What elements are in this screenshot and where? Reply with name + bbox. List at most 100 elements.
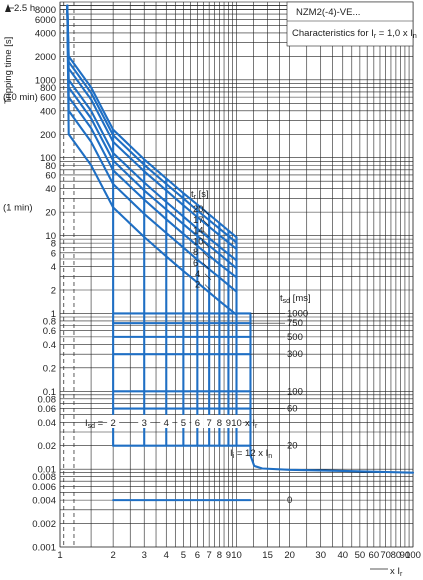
y-tick-label: 6000 [35,15,56,26]
x-tick-label: 3 [142,550,147,561]
y-tick-label: 0.1 [43,387,56,398]
isd-multiple-bg [203,415,216,428]
x-tick-label: 70 [380,550,391,561]
y-tick-label: 800 [40,83,56,94]
tr-value-label: 14 [193,226,204,237]
x-tick-label: 6 [195,550,200,561]
y-tick-label: 0.002 [32,519,56,530]
tr-value-label: 2 [195,280,200,291]
y-tick-label: 0.8 [43,316,56,327]
y-top-marker: 2.5 h [14,3,35,14]
tr-value-leader [202,251,210,259]
tr-value-leader [202,262,210,270]
isd-multiple-bg [160,415,173,428]
tr-value-label: 17 [193,215,204,226]
isd-multiple-label: 6 [195,418,200,429]
y-tick-label: 0.04 [38,418,57,429]
x-tick-label: 30 [315,550,326,561]
isd-label: Isd = [85,418,104,430]
isd-multiple-bg [213,415,226,428]
isd-multiple-label: 3 [142,418,147,429]
y-tick-label: 0.2 [43,363,56,374]
isd-multiple-label: 9 [226,418,231,429]
y-tick-label: 60 [45,170,56,181]
tr-value-label: 10 [193,236,204,247]
chart-title: NZM2(-4)-VE... [296,7,360,18]
y-tick-label: 8000 [35,5,56,16]
y-tick-label: 0.006 [32,482,56,493]
y-tick-label: 0.008 [32,472,56,483]
isd-multiple-bg [230,415,243,428]
tsd-value-label: 750 [287,318,303,329]
y-tick-label: 0.001 [32,543,56,554]
tr-value-leader [202,219,210,227]
y-tick-label: 6 [51,248,56,259]
title-box [286,1,414,47]
tr-value-leader [202,241,210,248]
tsd-header: tsd [ms] [280,293,311,305]
tsd-value-label: 60 [287,404,298,415]
x-tick-label: 90 [400,550,411,561]
isd-multiple-label: 2 [110,418,115,429]
tsd-value-label: 500 [287,332,303,343]
isd-multiple-bg [177,415,190,428]
y-tick-label: 8 [51,239,56,250]
label-layer: 1 2 3 4 5 6 7 8 9 10 15 20 30 40 50 60 70 809010080006000… [3,5,421,561]
y-tick-label: 80 [45,161,56,172]
isd-multiple-label: 8 [217,418,222,429]
y-tick-label: 0.01 [38,465,57,476]
x-tick-label: 8 [217,550,222,561]
y-tick-label: 20 [45,208,56,219]
y-tick-label: 1000 [35,75,56,86]
tsd-value-label: 300 [287,349,303,360]
isd-tail: x Ir [245,418,258,430]
x-tick-label: 40 [337,550,348,561]
long-time-curve [66,4,238,279]
long-time-curve [66,4,238,293]
y-tick-label: 0.02 [38,441,57,452]
isd-multiple-label: 4 [164,418,169,429]
y-tick-label: 10 [45,231,56,242]
chart-subtitle: Characteristics for Ir = 1,0 x In [292,28,417,40]
y-tick-label: 0.4 [43,340,56,351]
y-tick-label: 0.6 [43,326,56,337]
x-tick-label: 1 [57,550,62,561]
tr-value-leader [202,208,210,216]
isd-multiple-bg [191,415,204,428]
y-tick-label: 4 [51,262,56,273]
tr-value-label: 8 [193,247,198,258]
ii-label: Ii = 12 x In [230,448,272,460]
tr-header: tr [s] [191,189,209,201]
curve-layer [66,4,415,502]
x-tick-label: 4 [164,550,169,561]
tsd-value-label: 0 [287,495,292,506]
tsd-value-label: 100 [287,386,303,397]
isd-multiple-label: 5 [181,418,186,429]
tr-value-label: 6 [193,258,198,269]
y-tick-label: 600 [40,93,56,104]
x-tick-label: 9 [226,550,231,561]
isd-multiple-label: 7 [207,418,212,429]
isd-multiple-bg [107,415,120,428]
long-time-curve [66,4,238,251]
y-tick-label: 4000 [35,28,56,39]
x-tick-label: 50 [355,550,366,561]
y-tick-label: 0.08 [38,394,57,405]
x-tick-label: 20 [284,550,295,561]
y-axis-arrow [5,4,11,12]
x-tick-label: 100 [405,550,421,561]
y-tick-label: 400 [40,106,56,117]
long-time-curve [66,4,238,316]
y-tick-label: 100 [40,153,56,164]
tr-value-leader [202,230,210,237]
y-tick-label: 40 [45,184,56,195]
tr-value-leader [204,273,212,281]
y-tick-label: 2000 [35,52,56,63]
instantaneous-curve [249,454,415,474]
tsd-value-label: 20 [287,441,298,452]
y-tick-label: 0.004 [32,496,56,507]
x-tick-label: 5 [181,550,186,561]
x-axis-label: x Ir [390,566,403,578]
y-tick-label: 0.06 [38,404,57,415]
